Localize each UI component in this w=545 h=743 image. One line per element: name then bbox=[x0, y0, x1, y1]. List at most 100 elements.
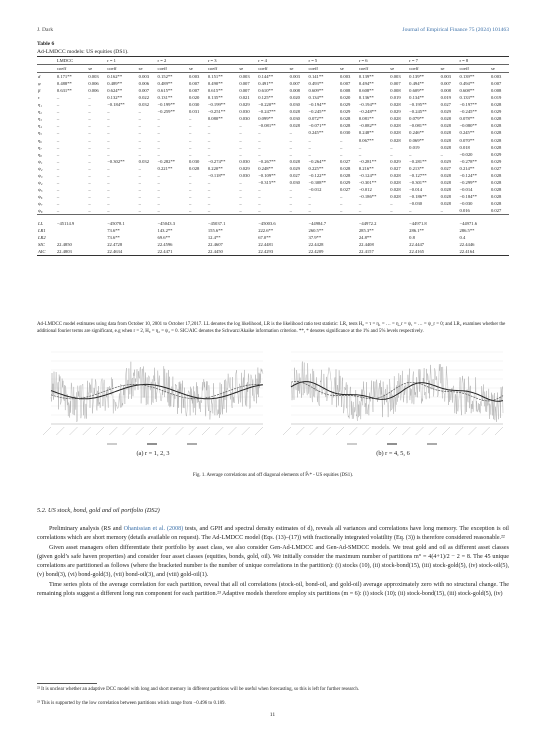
table-cell: r = 7 bbox=[408, 55, 440, 66]
table-cell: 22.4481 bbox=[258, 242, 274, 248]
table-cell: – bbox=[157, 137, 160, 143]
table-cell: coeff bbox=[106, 64, 138, 74]
table-cell: – bbox=[339, 151, 343, 157]
row-label: η₆ bbox=[38, 137, 42, 143]
tick-mark bbox=[481, 426, 490, 436]
row-label bbox=[37, 55, 56, 66]
table-cell: 0.028 bbox=[188, 165, 200, 171]
table-cell: 0.027 bbox=[489, 206, 509, 216]
table-cell: LMDCC bbox=[55, 55, 88, 66]
table-cell: 0.134** bbox=[308, 95, 324, 101]
table-cell bbox=[238, 248, 258, 257]
table-cell: 0.029 bbox=[239, 102, 250, 108]
table-row: ψ₄ – – – – – – – – −0.315** 0.030 −0.308** 0.029 −0.3… bbox=[37, 179, 509, 186]
table-cell: 0.028 bbox=[440, 172, 451, 178]
table-cell: 0.028 bbox=[339, 123, 351, 129]
table-cell: −45003.6 bbox=[258, 221, 276, 227]
table-cell: – bbox=[88, 137, 91, 143]
table-cell: – bbox=[188, 200, 192, 206]
table-cell: 0.007 bbox=[440, 81, 451, 87]
table-cell: – bbox=[56, 151, 60, 157]
series-smooth bbox=[290, 381, 504, 402]
table-cell: r = 1 bbox=[106, 55, 138, 66]
table-cell bbox=[238, 227, 257, 234]
table-cell: – bbox=[88, 109, 91, 115]
table-cell: 0.028 bbox=[440, 123, 451, 129]
table-cell bbox=[238, 55, 258, 66]
table-cell: 0.080** bbox=[207, 116, 223, 122]
table-cell: −0.267** bbox=[258, 158, 276, 164]
table-cell: se bbox=[389, 64, 409, 74]
table-cell: 0.030 bbox=[188, 158, 200, 164]
table-cell: 0.029 bbox=[390, 158, 401, 164]
table-cell: – bbox=[358, 144, 362, 150]
table-cell: – bbox=[157, 130, 160, 136]
table-cell: – bbox=[107, 165, 110, 171]
table-cell: −0.259** bbox=[157, 109, 176, 115]
table-cell: – bbox=[56, 109, 60, 115]
table-cell: −45037.1 bbox=[207, 221, 226, 227]
table-cell: – bbox=[88, 172, 91, 178]
tick-mark bbox=[175, 426, 184, 436]
tick-mark bbox=[441, 426, 451, 436]
table-cell: – bbox=[188, 186, 192, 192]
table-cell: −0.197** bbox=[459, 102, 478, 108]
tick-mark bbox=[215, 426, 224, 436]
table-cell: 0.136** bbox=[358, 95, 374, 101]
table-cell: – bbox=[88, 130, 91, 136]
table-row: d 0.171** 0.003 0.162** 0.003 0.152** 0.003 0.1… bbox=[37, 73, 509, 81]
table-cell bbox=[389, 234, 408, 241]
table-cell: 0.615** bbox=[207, 88, 223, 94]
table-cell: 0.003 bbox=[239, 74, 250, 80]
table-cell: 0.028 bbox=[440, 200, 451, 206]
table-cell bbox=[490, 234, 509, 241]
table-row: φ 0.488** 0.006 0.489** 0.006 0.489** 0.007 0.4… bbox=[37, 80, 509, 87]
tick-mark bbox=[42, 426, 52, 436]
table-cell: 0.029 bbox=[490, 109, 502, 115]
table-cell: −0.264** bbox=[308, 158, 327, 164]
row-label: ψ₄ bbox=[38, 179, 43, 185]
table-cell: coeff bbox=[307, 64, 339, 74]
table-cell bbox=[490, 220, 509, 227]
table-cell bbox=[489, 248, 509, 257]
table-cell: – bbox=[88, 144, 91, 150]
table-cell: 260.5** bbox=[308, 228, 324, 234]
table-row: ψ₅ – – – – – – – – – – −0.012 0.027 −0.012 0.028 −0.014… bbox=[37, 186, 509, 193]
table-cell: – bbox=[56, 123, 60, 129]
table-cell: – bbox=[239, 200, 242, 206]
table-cell: 0.489** bbox=[157, 81, 173, 87]
tick-mark bbox=[296, 426, 305, 436]
header-journal[interactable]: Journal of Empirical Finance 75 (2024) 1… bbox=[402, 27, 509, 33]
table-cell: – bbox=[258, 137, 261, 143]
table-cell: 0.029 bbox=[440, 158, 451, 164]
table-cell: – bbox=[88, 116, 91, 122]
table-cell: – bbox=[138, 123, 141, 129]
table-cell: 0.007 bbox=[188, 88, 200, 94]
table-cell: – bbox=[390, 151, 393, 157]
table-row: η₈ – – – – – – – – – – – – – – – – −0.020 0.029 bbox=[37, 151, 509, 158]
table-cell bbox=[389, 241, 408, 248]
table-note: Ad-LMDCC model estimates using data from… bbox=[37, 322, 506, 334]
table-cell: – bbox=[308, 144, 311, 150]
table-cell: −0.282** bbox=[157, 158, 176, 164]
table-cell: 0.028 bbox=[390, 186, 401, 192]
citation-link[interactable]: Ohanissian et al. (2008) bbox=[123, 526, 184, 532]
table-cell: – bbox=[157, 200, 160, 206]
table-cell bbox=[87, 227, 106, 234]
table-cell: −0.301** bbox=[409, 179, 427, 185]
table-cell: −0.186** bbox=[409, 193, 427, 199]
series-smooth bbox=[50, 383, 264, 400]
table-cell: – bbox=[206, 206, 239, 216]
row-label: η₃ bbox=[38, 116, 42, 122]
table-cell bbox=[188, 220, 207, 227]
table-cell: – bbox=[289, 151, 292, 157]
table-cell: −0.194** bbox=[308, 102, 327, 108]
table-row: ψ₂ – – – – 0.221** 0.028 0.220** 0.029 0.248** 0.0… bbox=[37, 165, 509, 172]
table-cell: 0.225** bbox=[308, 165, 324, 171]
footnote-22: ²² It is unclear whether an adaptive DCC… bbox=[37, 687, 360, 692]
figure-panel-b bbox=[277, 346, 509, 445]
table-cell: 22.4293 bbox=[257, 248, 289, 257]
table-cell: −0.220** bbox=[258, 102, 276, 108]
table-cell: 286.5** bbox=[459, 228, 475, 234]
table-cell: 0.608** bbox=[358, 88, 374, 94]
